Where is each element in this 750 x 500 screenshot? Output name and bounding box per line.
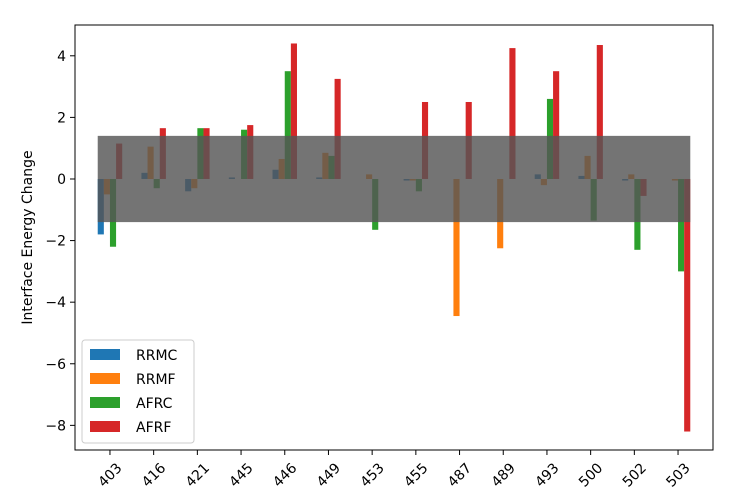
plot-frame bbox=[74, 24, 714, 451]
confidence-band bbox=[97, 135, 691, 223]
legend-box bbox=[81, 339, 195, 444]
legend-swatch-rrmc bbox=[90, 349, 120, 360]
legend-swatch-rrmf bbox=[90, 373, 120, 384]
legend-label-afrc: AFRC bbox=[136, 396, 173, 412]
y-axis-label: Interface Energy Change bbox=[20, 150, 36, 324]
bar-rrmf-487 bbox=[453, 178, 460, 317]
legend: RRMC RRMF AFRC AFRF bbox=[81, 339, 195, 444]
y-tick-label: −8 bbox=[45, 418, 66, 434]
y-tick-label: −2 bbox=[45, 234, 66, 250]
y-tick-label: −4 bbox=[45, 295, 66, 311]
legend-label-rrmf: RRMF bbox=[136, 372, 176, 388]
bar-afrc-446 bbox=[284, 71, 291, 179]
band-layer bbox=[97, 135, 691, 223]
bar-afrf-500 bbox=[596, 45, 603, 179]
bar-afrf-446 bbox=[290, 43, 297, 179]
legend-swatch-afrc bbox=[90, 397, 120, 408]
y-tick-label: −6 bbox=[45, 357, 66, 373]
y-tick-label: 2 bbox=[57, 110, 66, 126]
legend-label-afrf: AFRF bbox=[136, 420, 171, 436]
y-axis: −8 −6 −4 −2 0 2 4 bbox=[45, 49, 75, 434]
bar-afrc-503 bbox=[678, 178, 685, 272]
y-tick-label: 4 bbox=[57, 49, 66, 65]
legend-label-rrmc: RRMC bbox=[136, 348, 178, 364]
bar-afrf-449 bbox=[334, 78, 341, 179]
legend-swatch-afrf bbox=[90, 421, 120, 432]
bar-afrf-493 bbox=[553, 71, 560, 179]
bar-afrf-503 bbox=[684, 178, 691, 432]
y-tick-label: 0 bbox=[57, 172, 66, 188]
bar-afrf-489 bbox=[509, 48, 516, 179]
